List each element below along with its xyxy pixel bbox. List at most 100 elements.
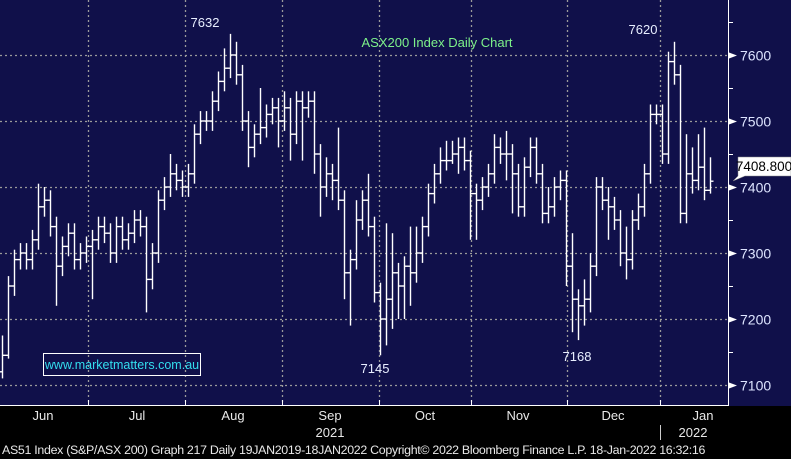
ohlc-bar [437,147,444,184]
ohlc-bar [461,137,468,171]
ohlc-bar [287,97,294,161]
chart-title: ASX200 Index Daily Chart [361,35,512,50]
y-tick-arrow [729,250,737,257]
ohlc-bar [233,41,240,85]
ohlc-bar [221,48,228,92]
ohlc-bar [17,243,24,270]
watermark-url: www.marketmatters.com.au [44,358,199,372]
ohlc-bar [677,64,684,224]
ohlc-bar [179,170,186,197]
ohlc-bar [0,335,6,379]
ohlc-bar [143,216,150,313]
ohlc-bar [359,190,366,230]
ohlc-bar [329,163,336,201]
ohlc-bar [539,163,546,224]
ohlc-bar [569,233,576,333]
ohlc-bar [257,88,264,145]
ohlc-bar [341,190,348,300]
ohlc-bar [209,91,216,131]
y-tick-label: 7100 [740,378,771,394]
ohlc-bar [551,177,558,217]
x-tick-label-sep: Sep [318,408,342,423]
ohlc-bar [77,243,84,270]
ohlc-bar [401,256,408,319]
ohlc-bar [251,124,258,158]
ohlc-bar [593,177,600,277]
ohlc-bar [131,210,138,244]
ohlc-bar [509,144,516,214]
year-label-2022: 2022 [678,425,708,440]
ohlc-bar [431,163,438,204]
y-tick-arrow [729,118,737,125]
y-tick-label: 7600 [740,48,771,64]
ohlc-bar [353,200,360,270]
ohlc-bar [185,163,192,197]
ohlc-bar [635,193,642,230]
ohlc-bar [449,140,456,164]
ohlc-bar [695,134,702,191]
ohlc-bar [191,124,198,184]
ohlc-bar [653,104,660,125]
ohlc-bar [413,226,420,283]
ohlc-bar [281,91,288,131]
y-tick-label: 7500 [740,114,771,130]
ohlc-bar [599,177,606,211]
ohlc-bar [521,157,528,217]
x-tick-label-aug: Aug [221,408,245,423]
x-tick-label-oct: Oct [414,408,436,423]
ohlc-bar [71,223,78,270]
ohlc-bar [395,262,402,319]
ohlc-bar [161,177,168,211]
ohlc-bar [647,104,654,184]
ohlc-bar [605,187,612,240]
ohlc-bar [197,111,204,145]
annotation-low-sep: 7145 [361,361,390,376]
ohlc-bar [275,97,282,148]
ohlc-bar [545,187,552,224]
annotation-low-nov: 7168 [563,349,592,364]
plot-background [0,0,791,406]
ohlc-bar [95,216,102,250]
ohlc-bar [149,243,156,290]
y-tick-arrow [729,184,737,191]
ohlc-bar [533,137,540,184]
ohlc-bar [311,91,318,174]
ohlc-bar [269,97,276,125]
ohlc-bar [389,233,396,329]
ohlc-bar [467,150,474,240]
ohlc-bar [503,130,510,181]
ohlc-bar [299,91,306,161]
ohlc-bar [305,91,312,118]
y-tick-arrow [729,52,737,59]
ohlc-bar [167,154,174,197]
ohlc-bar [59,236,66,277]
ohlc-bar [515,163,522,217]
ohlc-bar [563,170,570,286]
annotation-high-aug: 7632 [191,15,220,30]
ohlc-bar [527,137,534,178]
x-tick-label-jun: Jun [32,408,54,423]
y-tick-label: 7300 [740,246,771,262]
ohlc-bar [137,210,144,237]
ohlc-bar [689,147,696,194]
ohlc-bar [641,163,648,217]
ohlc-bar [203,111,210,131]
ohlc-bar [365,173,372,237]
y-tick-arrow [729,316,737,323]
ohlc-bar [629,210,636,270]
last-price-tag: 7408.800 [732,156,791,182]
ohlc-bar [107,223,114,263]
ohlc-bar [575,289,582,341]
ohlc-bar [371,216,378,303]
watermark-box [43,353,201,376]
ohlc-bar [47,190,54,237]
ohlc-bar [293,91,300,145]
ohlc-bar [173,163,180,191]
ohlc-bar [683,134,690,224]
year-separator [660,425,661,440]
x-tick-label-jan: Jan [692,408,714,423]
ohlc-bar [587,253,594,313]
ohlc-bar [659,104,666,164]
ohlc-bar [581,279,588,326]
last-price-value: 7408.800 [736,159,791,174]
